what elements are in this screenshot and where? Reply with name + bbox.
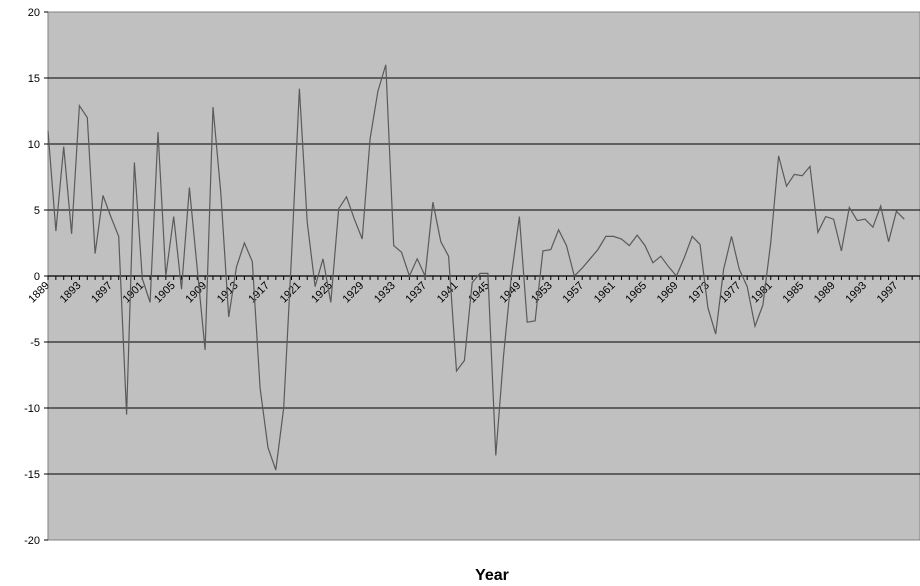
y-tick-label: -20 <box>24 535 40 547</box>
y-tick-label: 20 <box>28 7 40 19</box>
series-line <box>47 64 905 471</box>
y-tick-label: 0 <box>34 271 40 283</box>
y-tick-label: 15 <box>28 73 40 85</box>
x-axis-label: Year <box>475 567 509 584</box>
y-tick-label: -5 <box>30 337 40 349</box>
y-tick-label: 5 <box>34 205 40 217</box>
y-tick-label: -15 <box>24 469 40 481</box>
y-tick-label: -10 <box>24 403 40 415</box>
y-tick-label: 10 <box>28 139 40 151</box>
y-axis-ticks: -20 -15 -10 -5 0 5 10 15 20 <box>24 7 48 547</box>
gridlines <box>48 77 920 475</box>
